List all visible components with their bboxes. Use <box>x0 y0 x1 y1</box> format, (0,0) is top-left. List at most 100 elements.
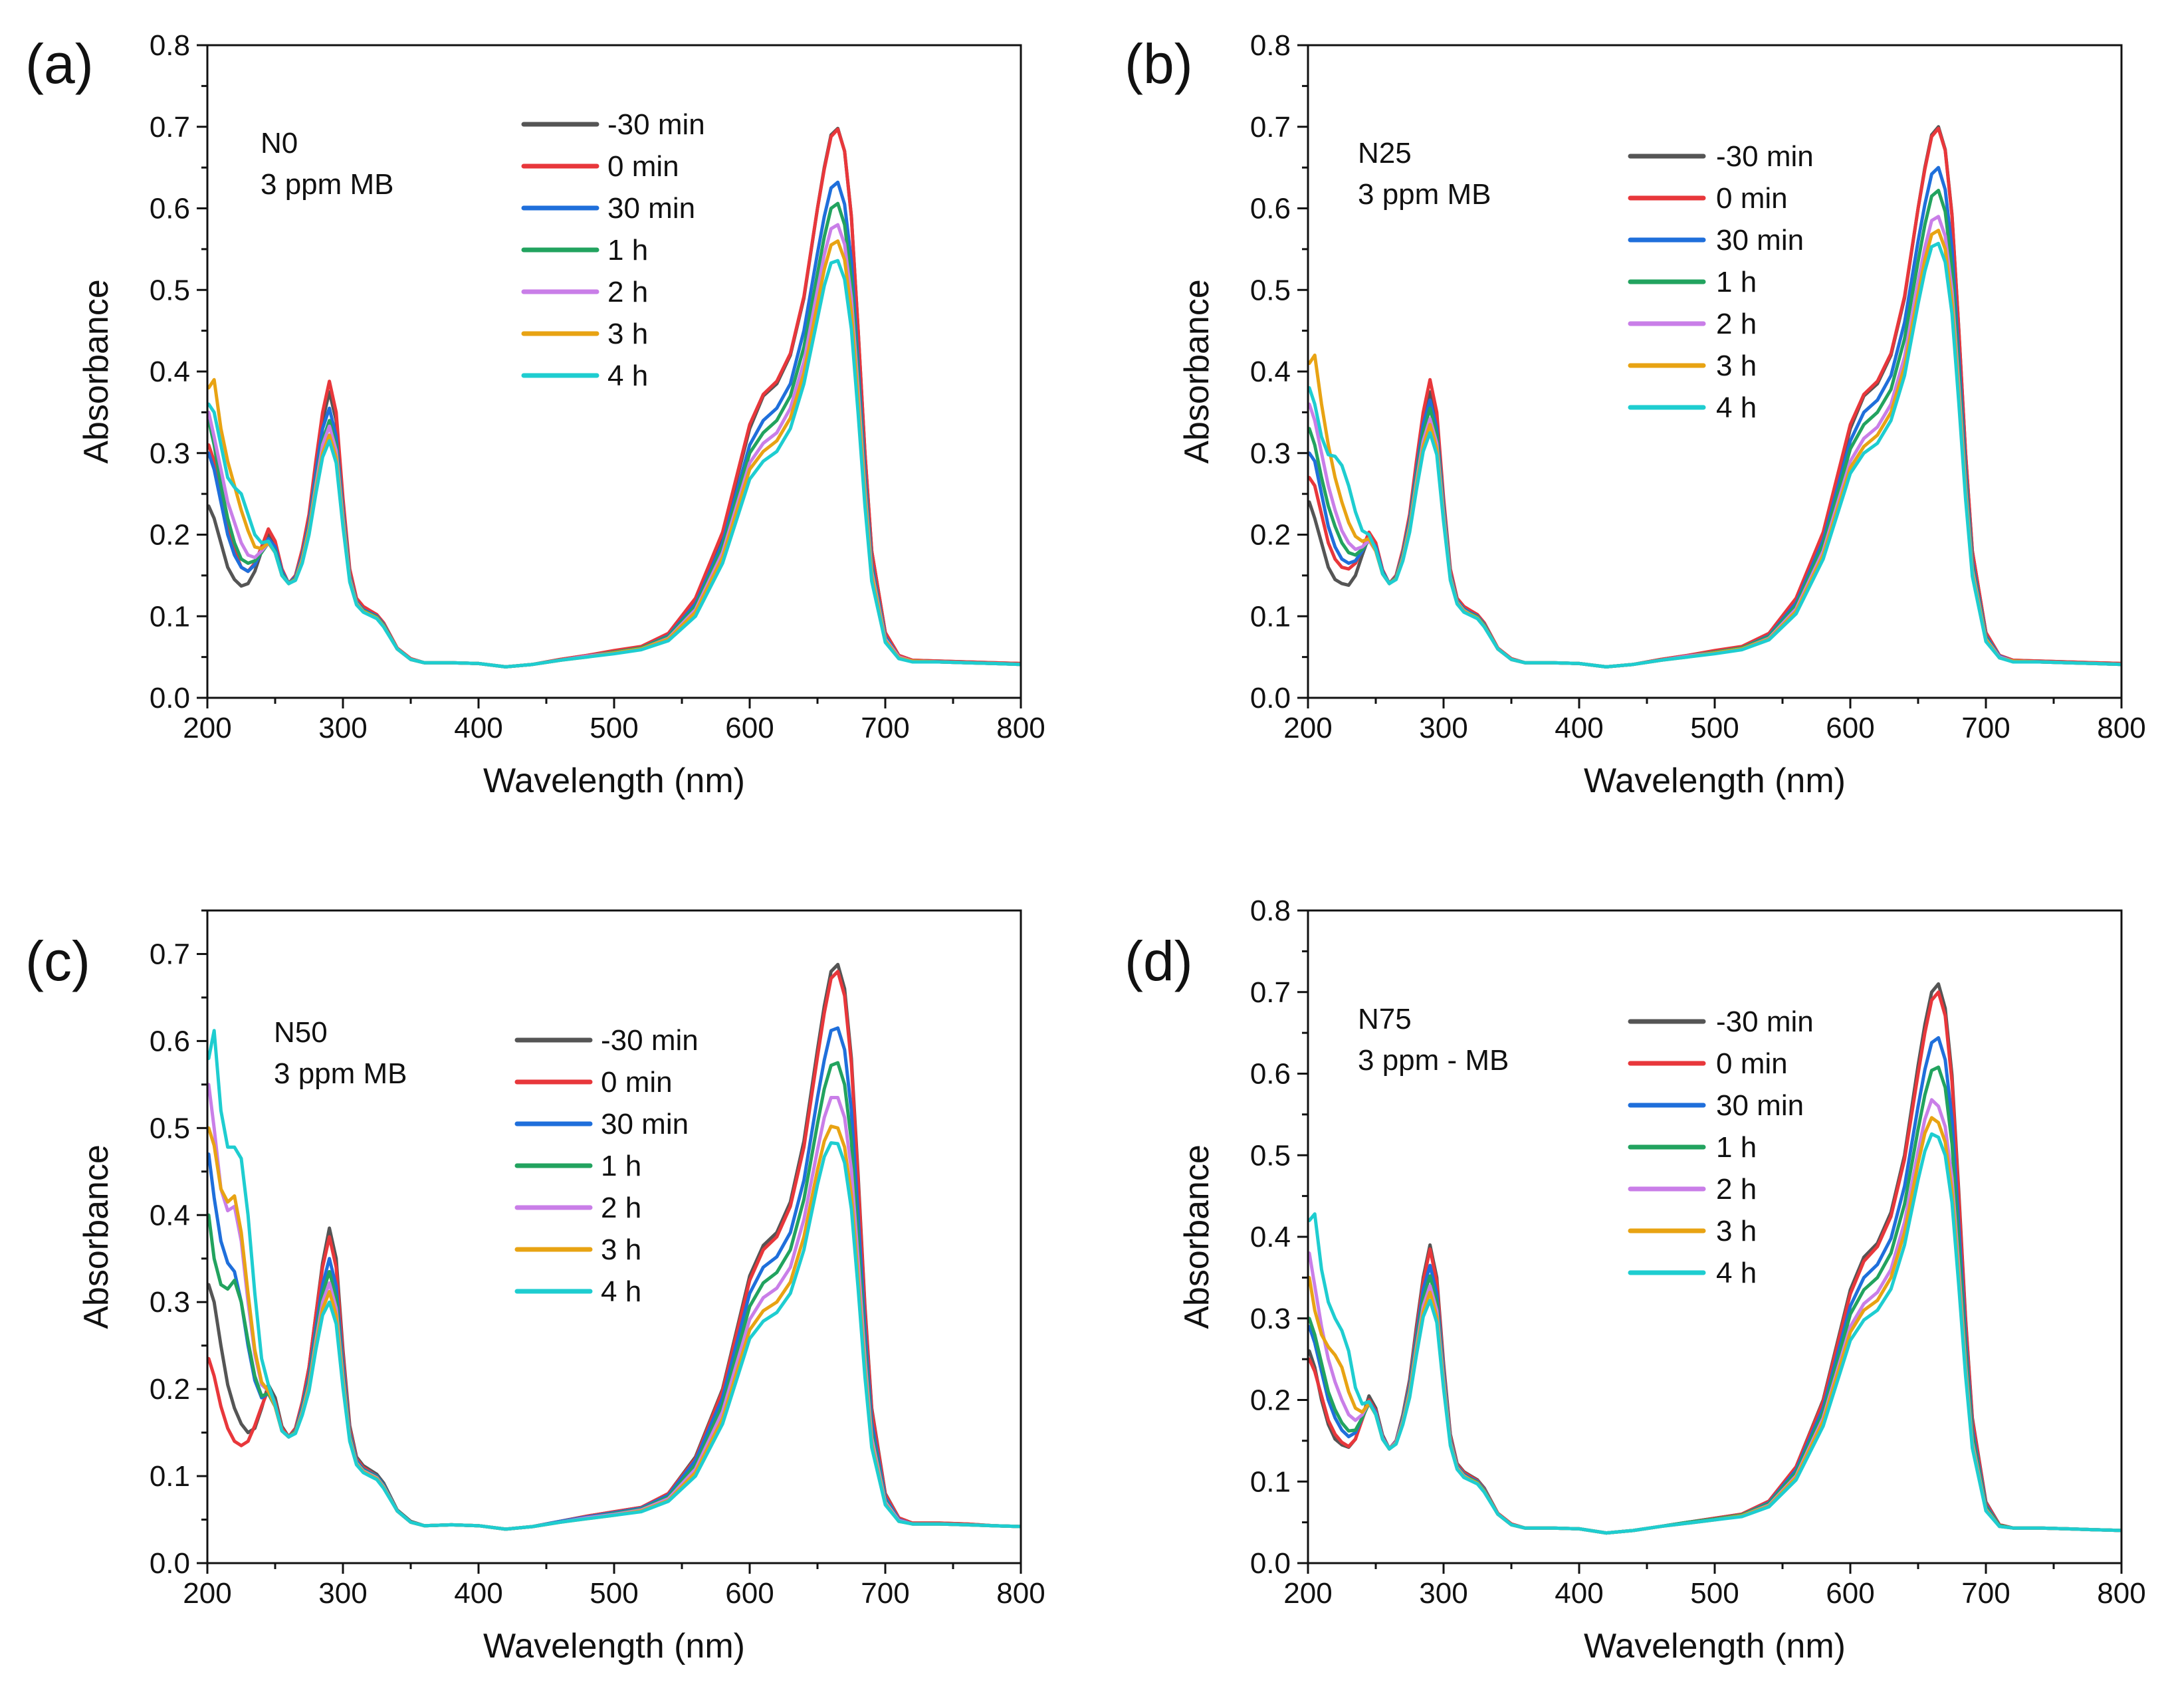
legend-label: 30 min <box>1716 1089 1804 1122</box>
legend: -30 min 0 min 30 min 1 h 2 h 3 h 4 h <box>521 108 705 392</box>
y-tick-label: 0.1 <box>1250 600 1291 633</box>
x-tick-label: 700 <box>861 1577 909 1610</box>
y-tick-label: 0.7 <box>150 111 190 144</box>
y-tick-label: 0.0 <box>150 1547 190 1580</box>
legend-label: 30 min <box>601 1108 689 1140</box>
y-tick-label: 0.2 <box>150 519 190 552</box>
x-tick-label: 600 <box>725 1577 774 1610</box>
x-tick-label: 300 <box>1419 1577 1467 1610</box>
y-tick-label: 0.6 <box>1250 1058 1291 1091</box>
x-tick-label: 500 <box>1690 712 1739 744</box>
x-axis-title: Wavelength (nm) <box>1584 1627 1846 1665</box>
y-tick-label: 0.5 <box>1250 274 1291 306</box>
legend-label: 1 h <box>601 1150 641 1182</box>
y-tick-label: 0.5 <box>150 1112 190 1144</box>
legend-label: 1 h <box>1716 266 1757 298</box>
series-line-4-h <box>1308 241 2121 669</box>
legend-label: 3 h <box>1716 350 1757 382</box>
y-tick-label: 0.7 <box>150 938 190 970</box>
legend-label: 1 h <box>1716 1131 1757 1164</box>
panel-label: (a) <box>25 33 94 95</box>
y-tick-label: 0.6 <box>1250 193 1291 225</box>
chart-panel-3: 200 300 400 500 600 700 800 0.0 0.1 0.2 0.3 0.4 0.5 0… <box>25 909 1045 1665</box>
x-tick-label: 600 <box>1826 1577 1874 1610</box>
x-tick-label: 200 <box>1283 712 1332 744</box>
legend: -30 min 0 min 30 min 1 h 2 h 3 h 4 h <box>514 1024 699 1308</box>
y-tick-label: 0.2 <box>150 1373 190 1406</box>
x-tick-label: 300 <box>1419 712 1467 744</box>
y-axis-title: Absorbance <box>77 279 116 464</box>
legend: -30 min 0 min 30 min 1 h 2 h 3 h 4 h <box>1628 1006 1814 1289</box>
legend-label: -30 min <box>601 1024 699 1057</box>
sample-annotation: 3 ppm MB <box>274 1057 407 1090</box>
legend-label: 3 h <box>607 318 648 350</box>
panel-label: (c) <box>25 930 90 992</box>
y-axis-title: Absorbance <box>1178 1144 1216 1329</box>
legend-label: 0 min <box>1716 182 1788 215</box>
legend-label: 4 h <box>601 1275 641 1308</box>
x-tick-label: 400 <box>1555 712 1603 744</box>
y-tick-label: 0.3 <box>1250 437 1291 470</box>
x-tick-label: 500 <box>590 712 638 744</box>
x-axis-title: Wavelength (nm) <box>483 1627 745 1665</box>
chart-panel-2: 200 300 400 500 600 700 800 0.0 0.1 0.2 0.3 0.4 0.5 0… <box>1125 29 2146 800</box>
legend-label: 0 min <box>601 1066 673 1099</box>
y-tick-label: 0.4 <box>1250 356 1291 388</box>
y-axis-title: Absorbance <box>1178 279 1216 464</box>
x-tick-label: 700 <box>1961 712 2010 744</box>
legend-label: -30 min <box>1716 140 1814 173</box>
legend-label: 2 h <box>607 276 648 308</box>
y-tick-label: 0.1 <box>150 1460 190 1493</box>
y-tick-label: 0.7 <box>1250 976 1291 1009</box>
y-tick-label: 0.5 <box>1250 1139 1291 1172</box>
legend: -30 min 0 min 30 min 1 h 2 h 3 h 4 h <box>1628 140 1814 424</box>
series-line-4-h <box>207 1029 1021 1531</box>
panel-label: (d) <box>1125 930 1193 992</box>
x-tick-label: 500 <box>1690 1577 1739 1610</box>
panel-label: (b) <box>1125 33 1193 95</box>
y-tick-label: 0.3 <box>150 1286 190 1319</box>
x-tick-label: 200 <box>183 1577 231 1610</box>
y-tick-label: 0.1 <box>150 600 190 633</box>
x-tick-label: 300 <box>318 1577 367 1610</box>
legend-label: 3 h <box>1716 1215 1757 1247</box>
sample-annotation: 3 ppm - MB <box>1358 1044 1509 1077</box>
legend-label: 4 h <box>1716 391 1757 424</box>
y-tick-label: 0.3 <box>1250 1303 1291 1335</box>
y-tick-label: 0.0 <box>1250 682 1291 714</box>
y-tick-label: 0.8 <box>1250 29 1291 62</box>
y-tick-label: 0.4 <box>150 1199 190 1231</box>
x-tick-label: 600 <box>1826 712 1874 744</box>
y-axis-title: Absorbance <box>77 1144 116 1329</box>
legend-label: 3 h <box>601 1233 641 1266</box>
legend-label: 4 h <box>1716 1257 1757 1289</box>
sample-annotation: 3 ppm MB <box>261 168 394 201</box>
legend-label: 1 h <box>607 234 648 267</box>
y-tick-label: 0.5 <box>150 274 190 306</box>
sample-annotation: 3 ppm MB <box>1358 178 1491 211</box>
series-line-4-h <box>207 259 1021 669</box>
x-tick-label: 700 <box>861 712 909 744</box>
x-tick-label: 400 <box>454 712 502 744</box>
chart-panel-1: 200 300 400 500 600 700 800 0.0 0.1 0.2 0.3 0.4 0.5 0… <box>25 29 1045 800</box>
x-axis-title: Wavelength (nm) <box>483 762 745 800</box>
y-tick-label: 0.8 <box>150 29 190 62</box>
y-tick-label: 0.4 <box>150 356 190 388</box>
y-tick-label: 0.0 <box>150 682 190 714</box>
x-axis-title: Wavelength (nm) <box>1584 762 1846 800</box>
sample-annotation: N50 <box>274 1016 328 1049</box>
y-tick-label: 0.4 <box>1250 1221 1291 1253</box>
y-tick-label: 0.2 <box>1250 519 1291 552</box>
x-tick-label: 800 <box>2097 712 2145 744</box>
y-tick-label: 0.1 <box>1250 1465 1291 1498</box>
x-tick-label: 800 <box>2097 1577 2145 1610</box>
legend-label: 0 min <box>607 150 679 183</box>
y-tick-label: 0.0 <box>1250 1547 1291 1580</box>
y-tick-label: 0.8 <box>1250 895 1291 927</box>
x-tick-label: 700 <box>1961 1577 2010 1610</box>
x-tick-label: 200 <box>183 712 231 744</box>
sample-annotation: N0 <box>261 127 298 160</box>
legend-label: -30 min <box>1716 1006 1814 1038</box>
x-tick-label: 400 <box>454 1577 502 1610</box>
